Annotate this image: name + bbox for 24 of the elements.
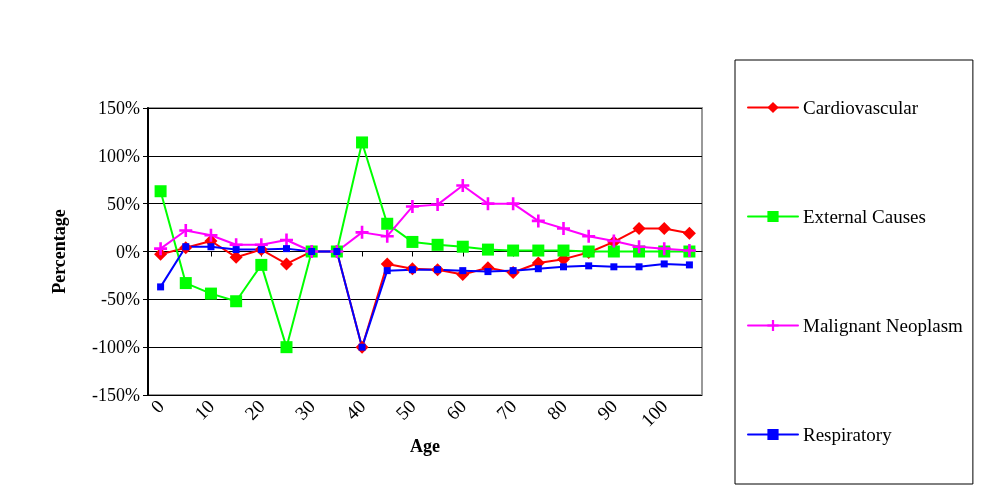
y-tick-label: -50%: [101, 289, 140, 310]
x-tick-label: 90: [593, 395, 622, 424]
y-tick-label: -150%: [92, 385, 140, 405]
x-tick-label: 40: [341, 395, 370, 424]
y-tick-label: -100%: [92, 337, 140, 358]
x-tick-label: 50: [391, 395, 420, 424]
y-tick-label: 150%: [98, 98, 140, 118]
y-tick-label: 0%: [116, 241, 140, 262]
legend-label: Cardiovascular: [803, 97, 919, 118]
y-tick-label: 50%: [107, 193, 140, 214]
legend-label: Malignant Neoplasm: [803, 315, 964, 336]
legend-label: Respiratory: [803, 424, 893, 445]
x-tick-label: 30: [290, 395, 320, 424]
y-axis-title: Percentage: [49, 209, 69, 294]
legend-label: External Causes: [803, 206, 926, 227]
x-tick-label: 70: [492, 395, 521, 424]
x-tick-label: 10: [190, 395, 219, 424]
x-tick-label: 20: [240, 395, 269, 424]
x-tick-label: 100: [636, 395, 672, 431]
y-tick-label: 100%: [98, 145, 140, 166]
x-axis-title: Age: [410, 435, 440, 456]
x-tick-label: 60: [441, 395, 471, 424]
x-tick-label: 0: [146, 395, 169, 418]
x-tick-label: 80: [542, 395, 571, 424]
